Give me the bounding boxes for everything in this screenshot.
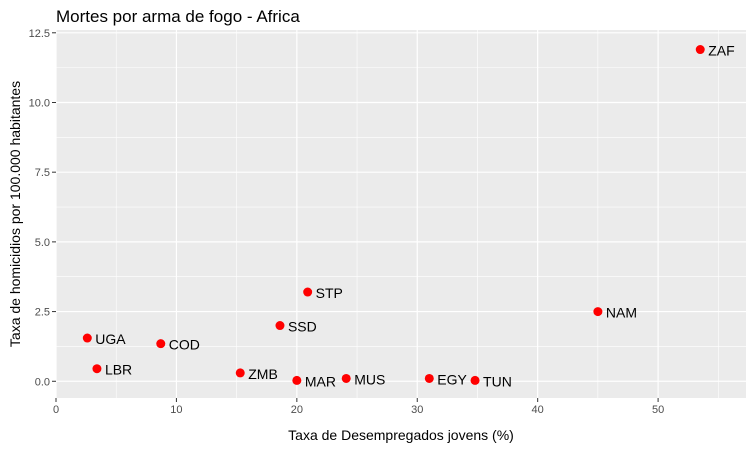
- point-label-ssd: SSD: [288, 319, 317, 335]
- major-gridlines: [55, 30, 746, 398]
- data-points: [82, 45, 705, 385]
- y-tick-label: 2.5: [35, 307, 50, 319]
- data-point-mar: [292, 375, 302, 385]
- point-label-uga: UGA: [95, 331, 126, 347]
- data-point-stp: [303, 287, 313, 297]
- point-label-tun: TUN: [483, 373, 512, 389]
- minor-gridlines: [56, 30, 746, 398]
- x-tick-label: 50: [652, 404, 664, 416]
- x-tick-label: 20: [291, 404, 303, 416]
- data-point-nam: [593, 307, 603, 317]
- y-tick-label: 0.0: [35, 376, 50, 388]
- point-label-zmb: ZMB: [248, 366, 278, 382]
- x-tick-label: 40: [532, 404, 544, 416]
- point-labels: ZAF NAM STP SSD UGA COD LBR ZMB MAR MUS EGY TUN: [95, 43, 734, 390]
- data-point-cod: [156, 339, 166, 349]
- point-label-cod: COD: [169, 337, 200, 353]
- y-tick-label: 5.0: [35, 237, 50, 249]
- data-point-zaf: [695, 45, 705, 55]
- point-label-mus: MUS: [354, 371, 385, 387]
- x-axis-ticks: 0 10 20 30 40 50: [53, 398, 664, 416]
- point-label-zaf: ZAF: [708, 43, 734, 59]
- point-label-lbr: LBR: [105, 362, 132, 378]
- y-axis-ticks: 0.0 2.5 5.0 7.5 10.0 12.5: [29, 28, 56, 388]
- x-tick-label: 30: [411, 404, 423, 416]
- x-tick-label: 10: [170, 404, 182, 416]
- y-tick-label: 10.0: [29, 97, 50, 109]
- point-label-mar: MAR: [305, 373, 336, 389]
- x-tick-label: 0: [53, 404, 59, 416]
- plot-panel: [56, 30, 746, 398]
- y-tick-label: 12.5: [29, 28, 50, 40]
- data-point-zmb: [235, 368, 245, 378]
- data-point-egy: [424, 373, 434, 383]
- data-point-lbr: [92, 364, 102, 374]
- chart-title: Mortes por arma de fogo - Africa: [56, 7, 300, 26]
- point-label-egy: EGY: [437, 371, 467, 387]
- data-point-mus: [341, 373, 351, 383]
- y-axis-title: Taxa de homicidios por 100.000 habitante…: [7, 81, 23, 347]
- data-point-ssd: [275, 321, 285, 331]
- data-point-tun: [470, 375, 480, 385]
- x-axis-title: Taxa de Desempregados jovens (%): [288, 427, 514, 443]
- data-point-uga: [82, 333, 92, 343]
- point-label-nam: NAM: [606, 305, 637, 321]
- point-label-stp: STP: [316, 285, 343, 301]
- y-tick-label: 7.5: [35, 167, 50, 179]
